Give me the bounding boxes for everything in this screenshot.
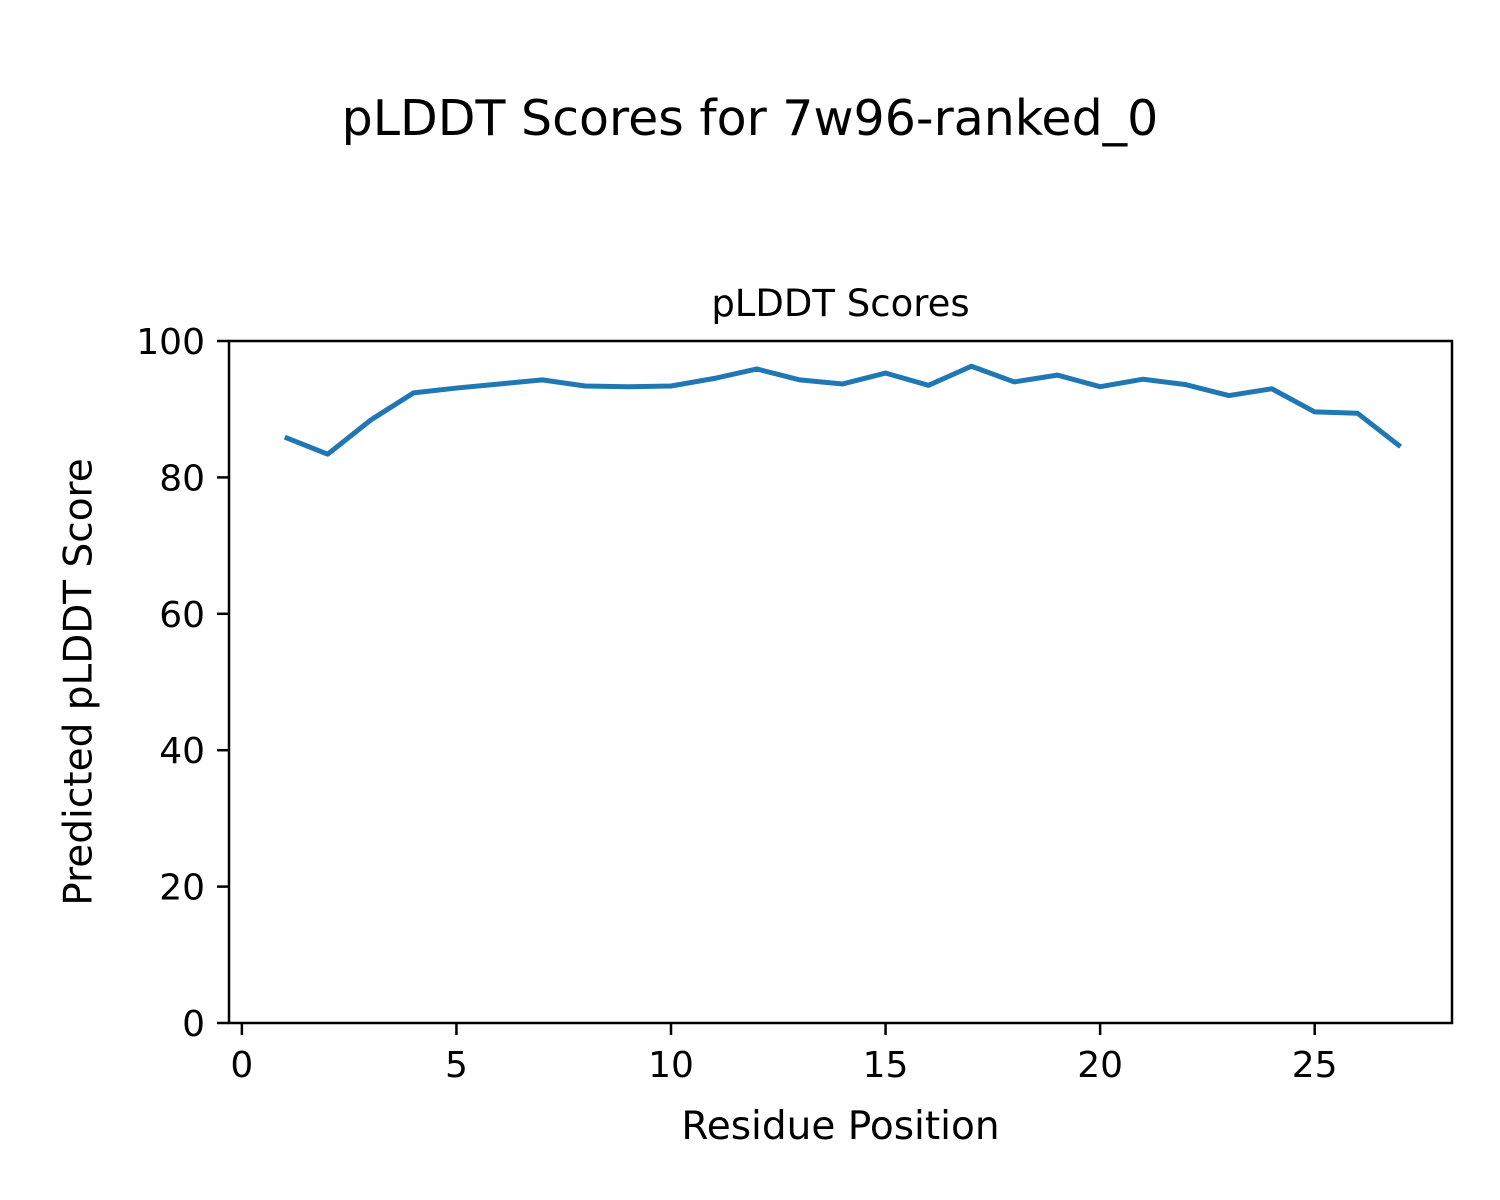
x-tick-label: 15 <box>863 1045 909 1086</box>
y-tick-label: 40 <box>159 731 205 772</box>
y-tick-label: 100 <box>136 322 205 363</box>
figure-title: pLDDT Scores for 7w96-ranked_0 <box>341 90 1159 147</box>
axes-title: pLDDT Scores <box>711 282 970 325</box>
plddt-line <box>283 363 1403 457</box>
y-axis-label: Predicted pLDDT Score <box>56 458 102 906</box>
x-tick-label: 5 <box>445 1045 468 1086</box>
axes-frame <box>227 339 1454 1025</box>
y-tick-label: 80 <box>159 458 205 499</box>
x-tick-label: 10 <box>648 1045 694 1086</box>
y-tick-label: 0 <box>182 1004 205 1045</box>
x-tick-label: 20 <box>1077 1045 1123 1086</box>
x-tick-label: 0 <box>230 1045 253 1086</box>
y-tick-label: 20 <box>159 868 205 909</box>
x-axis-label: Residue Position <box>681 1104 1000 1149</box>
y-tick-label: 60 <box>159 595 205 636</box>
x-tick-label: 25 <box>1292 1045 1338 1086</box>
